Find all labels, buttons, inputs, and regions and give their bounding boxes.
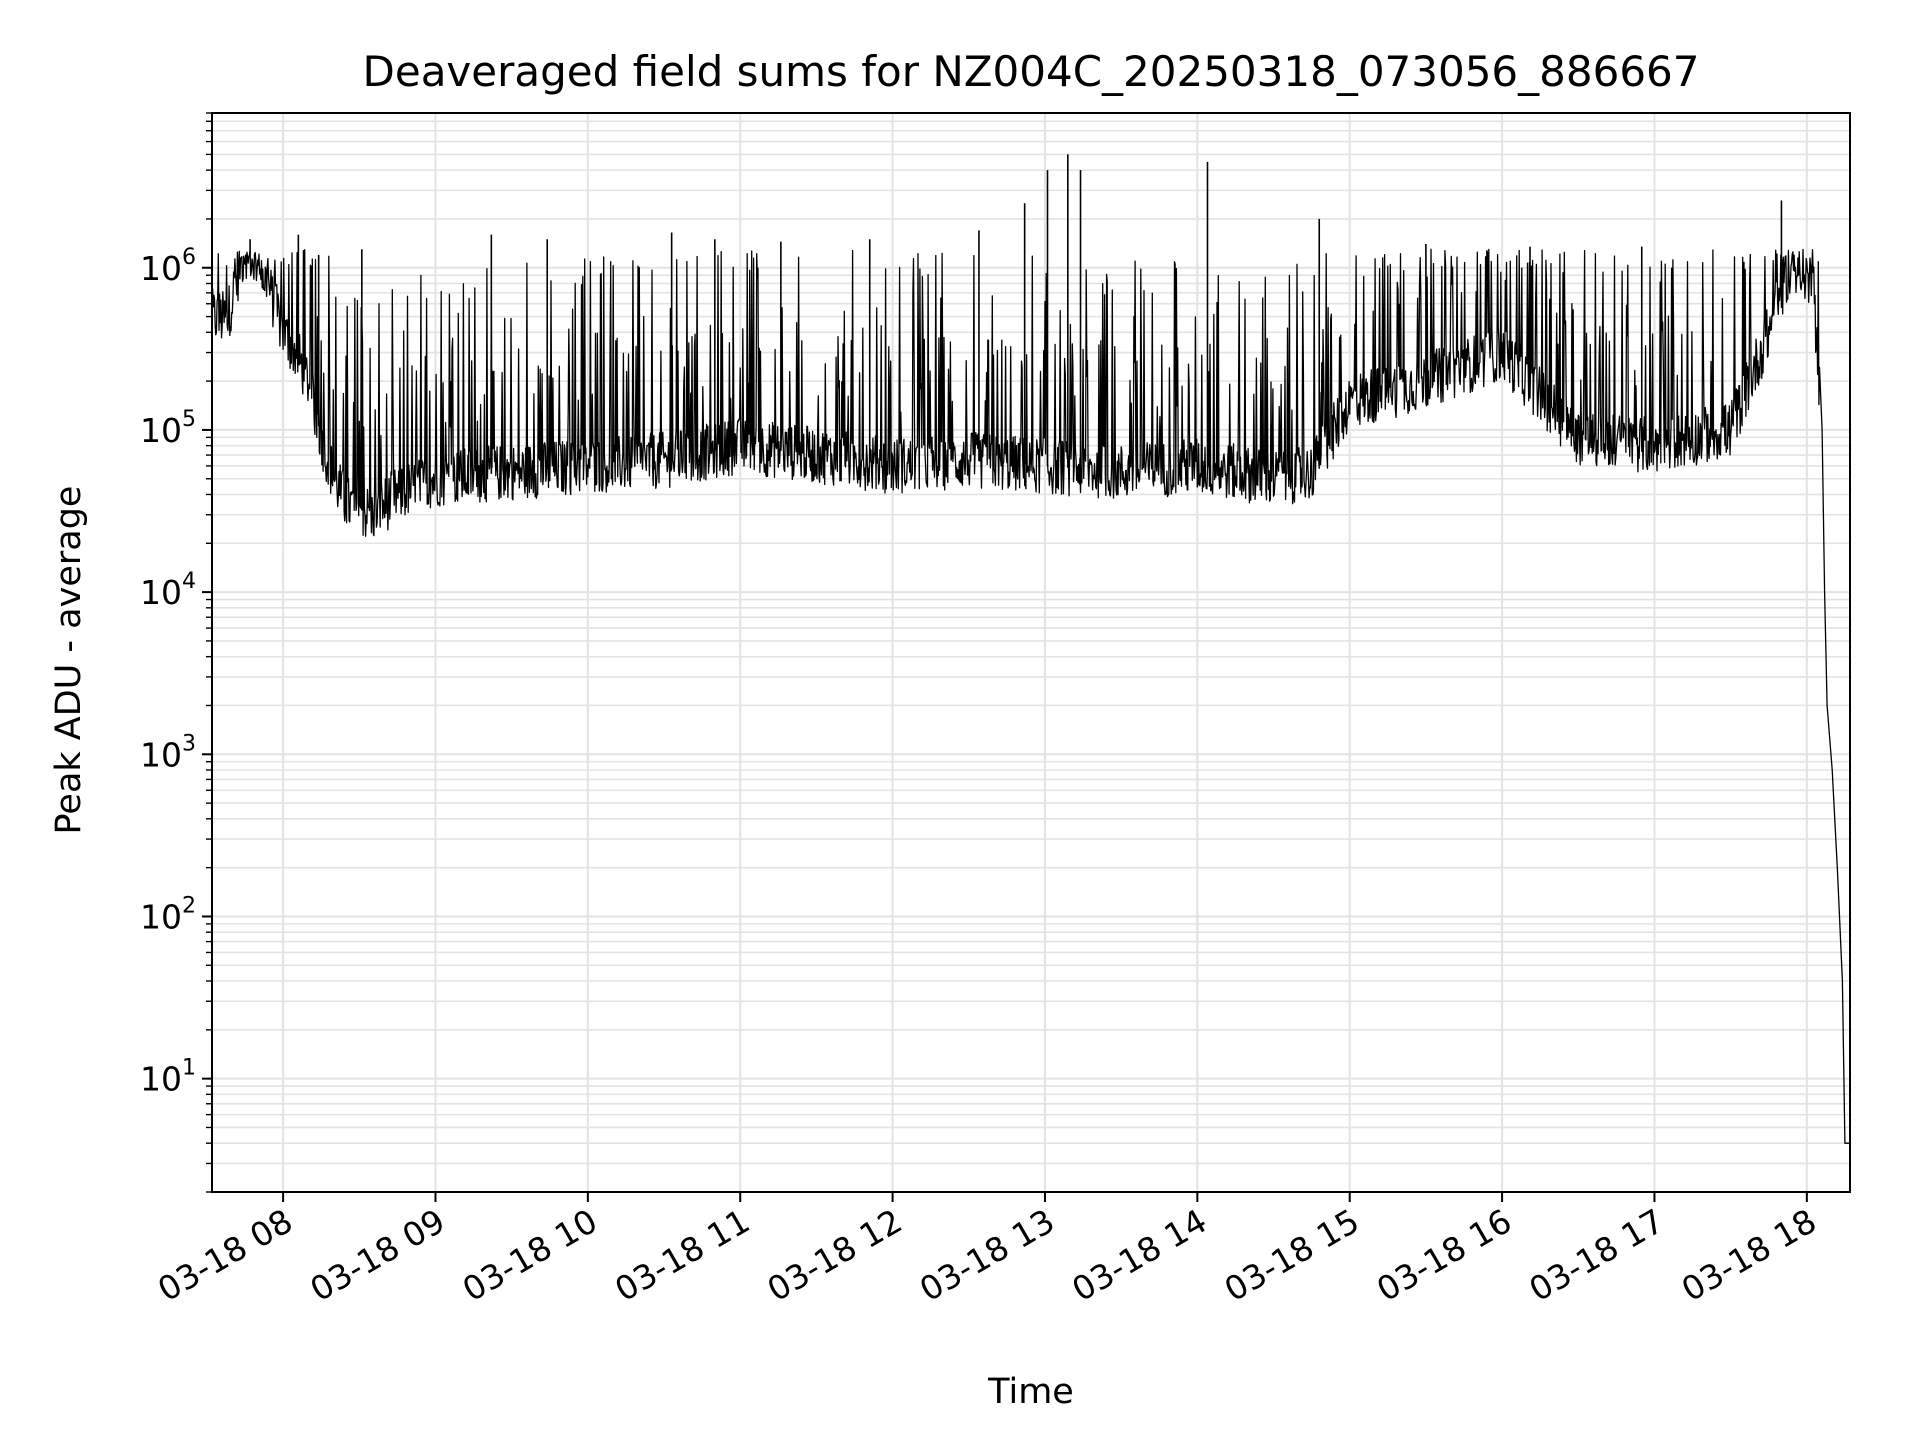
y-tick-label: 101 xyxy=(140,1056,196,1099)
series-layer xyxy=(211,154,1850,1144)
series-line xyxy=(211,248,1850,1144)
x-axis-label: Time xyxy=(987,1372,1074,1412)
y-tick-label: 106 xyxy=(140,245,196,288)
y-axis-ticks: 101 102 103 104 105 106 xyxy=(140,112,212,1193)
y-tick-label: 103 xyxy=(140,731,196,774)
chart-title: Deaveraged field sums for NZ004C_2025031… xyxy=(363,47,1700,96)
y-tick-label: 104 xyxy=(140,569,196,612)
axes-frame xyxy=(211,112,1851,1193)
y-tick-label: 102 xyxy=(140,893,196,936)
y-axis-label: Peak ADU - average xyxy=(49,486,89,835)
y-tick-label: 105 xyxy=(140,407,196,450)
grid-lines xyxy=(212,112,1850,1193)
plot-area xyxy=(211,112,1851,1193)
